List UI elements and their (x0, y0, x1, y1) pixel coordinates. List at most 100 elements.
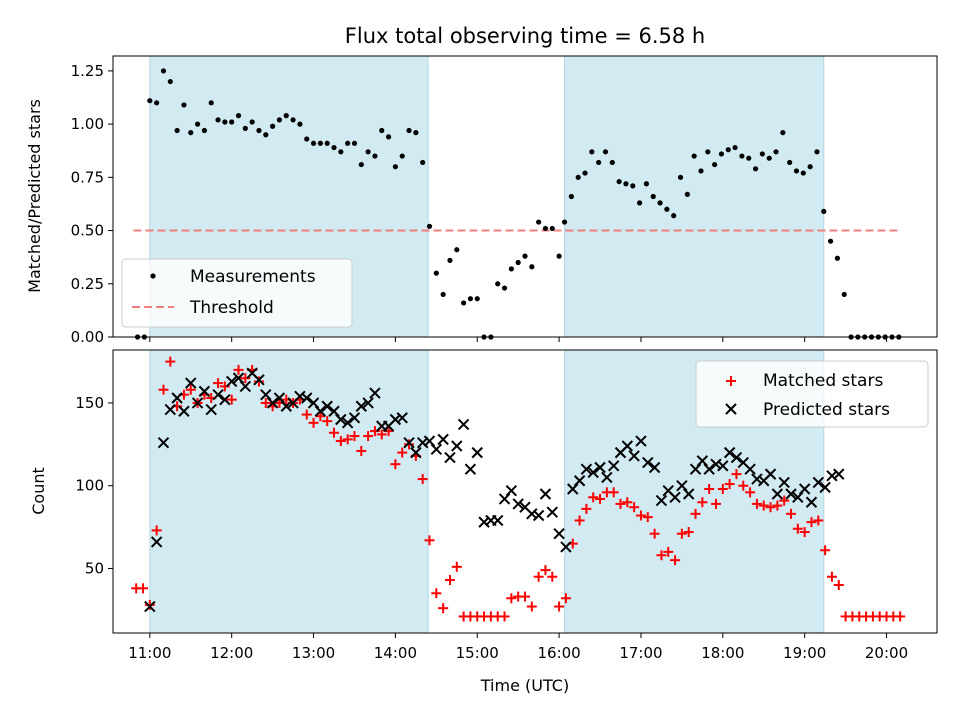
matched-star-point (554, 601, 565, 612)
measurement-point (536, 219, 542, 225)
measurement-point (474, 296, 480, 302)
predicted-star-point (792, 491, 804, 503)
predicted-star-point (478, 516, 490, 528)
measurement-point (568, 193, 574, 200)
measurement-point (181, 102, 187, 108)
predicted-star-point (805, 496, 818, 508)
predicted-star-point (307, 397, 320, 409)
measurement-point (385, 134, 392, 140)
bottom-y-ticks: 50 100 150 (75, 394, 113, 577)
measurement-point (609, 159, 615, 166)
matched-star-point (308, 417, 319, 428)
predicted-star-point (492, 514, 504, 527)
measurement-point (208, 100, 214, 106)
predicted-star-point (696, 455, 709, 467)
measurement-point (814, 149, 820, 155)
top-legend: Measurements Threshold (121, 258, 353, 328)
bottom-axes-frame (112, 349, 938, 634)
measurement-point (705, 149, 711, 155)
measurement-point (304, 136, 310, 142)
y-tick-label: 0.50 (71, 222, 104, 240)
predicted-star-point (191, 397, 204, 409)
measurement-point (677, 174, 684, 180)
matched-star-point (329, 427, 340, 438)
matched-star-point (444, 575, 455, 586)
predicted-star-point (205, 403, 217, 416)
measurement-point (746, 155, 752, 161)
predicted-star-point (669, 491, 681, 503)
measurement-point (787, 159, 793, 166)
predicted-star-point (573, 475, 586, 487)
predicted-star-point (567, 483, 579, 495)
x-tick-label: 12:00 (210, 644, 253, 662)
predicted-star-point (280, 400, 292, 412)
measurement-point (406, 127, 412, 134)
measurement-point (657, 200, 663, 206)
predicted-star-point (710, 458, 722, 470)
measurement-point (372, 153, 378, 159)
measurement-point (324, 140, 330, 146)
top-panel: 0.00 0.25 0.50 0.75 1.00 1.25 Matched/Predict… (25, 55, 938, 346)
x-axis-label: Time (UTC) (480, 676, 569, 695)
measurement-point (310, 140, 317, 146)
matched-star-point (833, 580, 844, 591)
predicted-star-point (833, 468, 845, 480)
matched-star-point (158, 384, 169, 395)
measurement-point (433, 270, 439, 276)
measurement-point (413, 130, 419, 136)
predicted-star-point (812, 476, 825, 489)
measurement-point (399, 153, 405, 159)
measurement-point (834, 255, 841, 261)
predicted-star-point (144, 600, 156, 613)
measurement-point (630, 183, 636, 189)
predicted-star-point (171, 392, 183, 404)
matched-star-point (826, 571, 837, 582)
top-y-axis-label: Matched/Predicted stars (25, 99, 44, 293)
measurement-point (827, 238, 834, 244)
y-tick-label: 100 (75, 477, 104, 495)
measurement-point (575, 174, 581, 180)
predicted-star-point (819, 481, 831, 494)
predicted-star-point (560, 541, 572, 553)
measurement-point (420, 159, 426, 166)
predicted-star-point (164, 403, 177, 416)
matched-star-point (560, 593, 571, 604)
matched-star-point (635, 510, 646, 521)
predicted-star-point (341, 417, 354, 429)
measurement-point (508, 266, 514, 272)
measurement-point (542, 225, 549, 232)
predicted-star-point (642, 456, 654, 469)
measurement-point (515, 259, 521, 266)
matched-star-point (342, 434, 353, 445)
matched-star-point (260, 397, 271, 408)
measurement-point (596, 159, 602, 166)
predicted-star-point (355, 400, 367, 412)
matched-star-point (676, 528, 687, 539)
measurement-point (712, 161, 718, 168)
y-tick-label: 1.00 (71, 115, 104, 133)
measurement-point (602, 149, 609, 155)
predicted-star-point (369, 387, 381, 399)
shaded-interval-2 (564, 55, 825, 338)
matched-star-point (595, 493, 606, 504)
measurement-point (447, 257, 453, 263)
measurement-point (345, 140, 351, 146)
measurement-point (461, 300, 467, 306)
top-axes-frame (112, 55, 938, 338)
legend-measurement-marker (150, 273, 156, 279)
y-tick-label: 0.75 (71, 168, 104, 186)
matched-star-point (588, 492, 599, 503)
predicted-star-point (423, 435, 436, 447)
predicted-star-point (314, 405, 327, 417)
matched-star-point (315, 411, 326, 422)
measurement-point (841, 291, 847, 298)
matched-star-point (615, 498, 626, 509)
matched-star-point (540, 565, 551, 576)
bottom-y-axis-label: Count (29, 467, 48, 515)
matched-star-point (369, 426, 380, 437)
matched-star-point (390, 459, 401, 470)
predicted-star-point (539, 488, 552, 500)
predicted-star-point (396, 412, 408, 424)
predicted-star-point (703, 463, 715, 475)
